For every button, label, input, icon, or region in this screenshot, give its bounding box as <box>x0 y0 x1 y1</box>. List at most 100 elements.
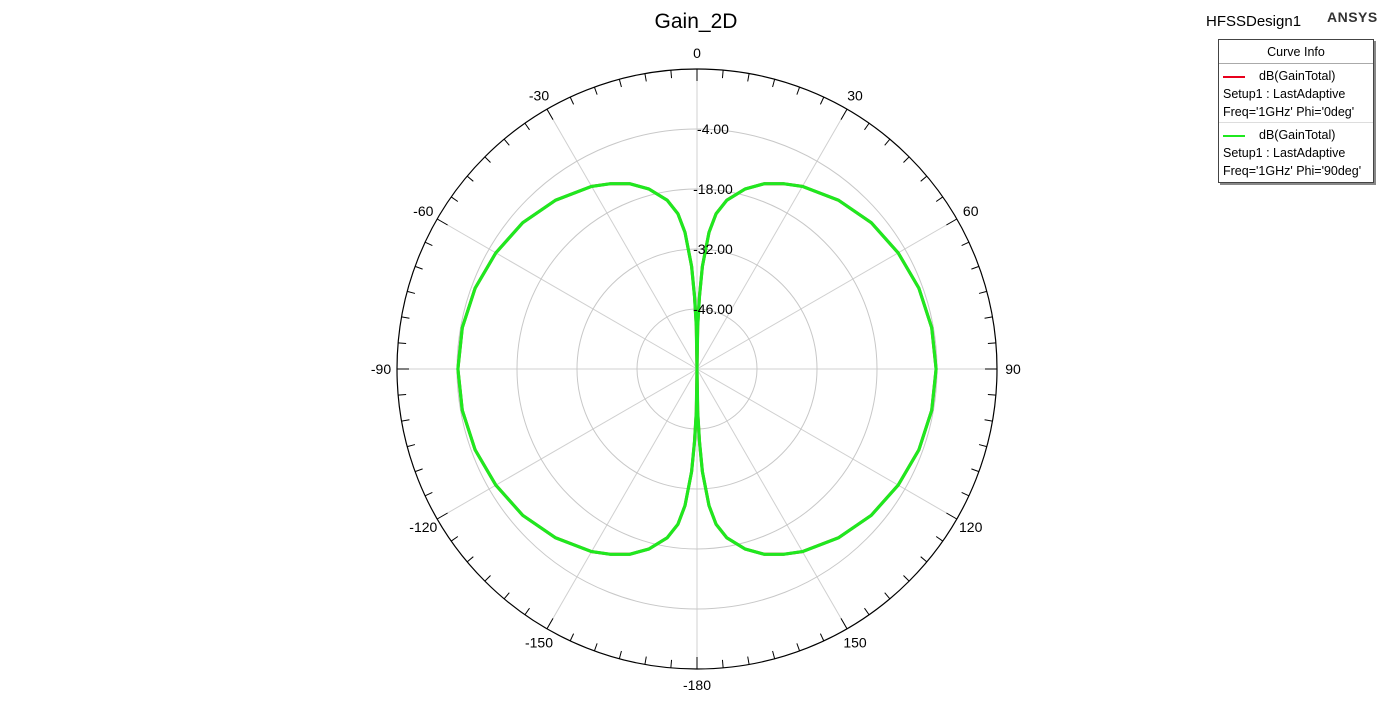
angle-tick <box>840 108 848 120</box>
angle-tick <box>546 618 554 630</box>
angle-tick <box>840 618 848 630</box>
angle-tick <box>407 290 416 294</box>
curve-info-legend[interactable]: Curve Info dB(GainTotal) Setup1 : LastAd… <box>1218 39 1374 183</box>
angle-tick <box>864 607 870 616</box>
angle-tick <box>903 575 910 582</box>
angle-tick <box>524 122 530 131</box>
angle-tick <box>984 419 993 422</box>
angle-tick <box>920 556 928 563</box>
angle-tick <box>450 196 459 202</box>
angle-tick <box>971 265 980 270</box>
radial-tick-label: -4.00 <box>697 121 729 137</box>
grid-spoke <box>696 218 958 370</box>
angle-tick <box>593 86 598 95</box>
angle-tick <box>903 156 910 163</box>
legend-series-name: dB(GainTotal) <box>1259 69 1336 83</box>
angle-tick <box>819 96 825 105</box>
angle-tick <box>721 659 724 668</box>
angle-tick <box>569 633 575 642</box>
grid-spoke <box>696 108 848 370</box>
angle-tick-label: -60 <box>413 203 433 219</box>
legend-line-red <box>1223 75 1245 78</box>
angle-tick <box>978 444 987 448</box>
angle-tick <box>569 96 575 105</box>
angle-tick <box>978 290 987 294</box>
angle-tick <box>935 196 944 202</box>
angle-tick <box>961 241 970 247</box>
angle-tick <box>747 73 750 82</box>
legend-params: Freq='1GHz' Phi='0deg' <box>1223 105 1355 119</box>
angle-tick <box>546 108 554 120</box>
angle-tick <box>670 659 673 668</box>
grid-spoke <box>436 368 698 520</box>
angle-tick <box>796 86 801 95</box>
legend-entry-phi-90[interactable]: dB(GainTotal) Setup1 : LastAdaptive Freq… <box>1219 122 1373 180</box>
radial-tick-label: -32.00 <box>693 241 733 257</box>
angle-tick-label: 150 <box>843 635 867 651</box>
angle-tick <box>436 218 448 226</box>
grid-ring <box>636 308 758 430</box>
chart-title: Gain_2D <box>655 10 738 33</box>
grid-spoke <box>546 368 698 630</box>
angle-tick <box>747 656 750 665</box>
angle-tick <box>721 70 724 79</box>
angle-tick-label: -30 <box>529 87 549 103</box>
legend-setup: Setup1 : LastAdaptive <box>1223 146 1346 160</box>
angle-tick-label: 30 <box>847 87 863 103</box>
angle-tick <box>670 70 673 79</box>
grid-spoke <box>436 218 698 370</box>
angle-tick <box>414 468 423 473</box>
angle-tick-label: -120 <box>409 519 437 535</box>
angle-tick-label: 90 <box>1005 361 1021 377</box>
angle-tick <box>644 656 647 665</box>
grid-ring <box>576 248 818 490</box>
angle-tick <box>484 575 491 582</box>
angle-tick <box>961 491 970 497</box>
angle-tick <box>407 444 416 448</box>
angle-tick <box>424 491 433 497</box>
angle-tick <box>401 316 410 319</box>
angle-tick <box>644 73 647 82</box>
angle-tick-label: -90 <box>371 361 391 377</box>
angle-tick-label: 60 <box>963 203 979 219</box>
angle-tick <box>864 122 870 131</box>
angle-tick-label: -150 <box>525 635 553 651</box>
grid-ring <box>516 188 878 550</box>
radial-tick-label: -18.00 <box>693 181 733 197</box>
polar-labels: 0 30 60 90 120 150 -180 -150 -120 -90 -60 -30 -4.00 -… <box>371 45 1021 693</box>
angle-tick <box>466 175 474 182</box>
angle-tick <box>503 592 510 600</box>
angle-tick <box>884 138 891 146</box>
angle-tick <box>593 643 598 652</box>
angle-tick <box>414 265 423 270</box>
angle-tick <box>398 393 407 396</box>
legend-entry-phi-0[interactable]: dB(GainTotal) Setup1 : LastAdaptive Freq… <box>1219 64 1373 121</box>
series-phi-90-curve <box>456 182 938 556</box>
angle-tick <box>618 650 622 659</box>
angle-tick <box>424 241 433 247</box>
legend-line-green <box>1223 134 1245 137</box>
radial-tick-label: -46.00 <box>693 301 733 317</box>
angle-tick <box>618 79 622 88</box>
angle-tick <box>401 419 410 422</box>
polar-series <box>456 182 938 556</box>
angle-tick <box>466 556 474 563</box>
angle-tick-label: -180 <box>683 677 711 693</box>
angle-tick <box>946 218 958 226</box>
angle-tick <box>772 650 776 659</box>
angle-tick <box>772 79 776 88</box>
grid-spoke <box>546 108 698 370</box>
ansys-logo: ANSYS <box>1327 9 1378 25</box>
angle-tick <box>524 607 530 616</box>
legend-params: Freq='1GHz' Phi='90deg' <box>1223 164 1362 178</box>
angle-tick <box>987 342 996 345</box>
angle-tick <box>946 512 958 520</box>
angle-tick <box>884 592 891 600</box>
angle-tick <box>450 536 459 542</box>
legend-header: Curve Info <box>1219 40 1373 64</box>
grid-spoke <box>696 368 848 630</box>
legend-setup: Setup1 : LastAdaptive <box>1223 87 1346 101</box>
angle-tick <box>984 316 993 319</box>
angle-tick <box>398 342 407 345</box>
